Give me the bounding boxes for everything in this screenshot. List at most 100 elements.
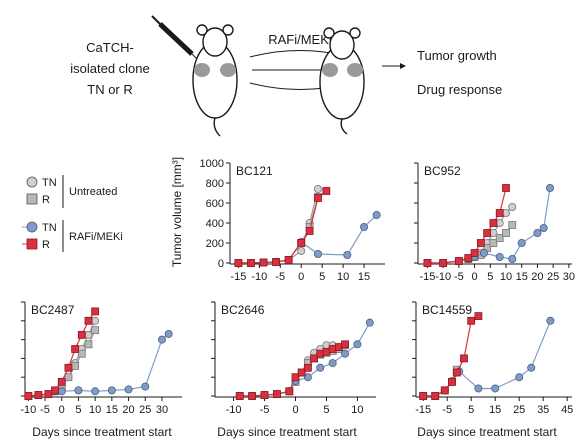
data-point [57,377,66,386]
data-point [527,363,536,372]
data-point [322,187,331,195]
data-point [260,391,269,399]
data-point [353,340,362,349]
x-tick-label: -15 [415,404,431,416]
data-point [316,363,325,372]
data-point [502,184,510,192]
schematic-text-line-1: CaTCH- [86,40,134,55]
data-point [273,390,281,399]
data-point [24,392,33,400]
x-tick-label: 5 [319,271,325,283]
data-point [517,238,526,247]
x-tick-label: 5 [468,404,474,416]
data-point [313,184,322,193]
data-point [141,382,150,391]
data-point [124,385,133,394]
data-point [495,252,504,261]
outcome-arrow [382,63,406,69]
data-point [51,386,59,395]
data-point [419,392,428,400]
x-tick-label: 15 [516,271,528,283]
x-tick-label: 20 [531,271,543,283]
data-point [44,390,53,399]
chart-panel: -15 -10 -5 0 5 10 15 20 25 30 BC952 [414,162,575,283]
x-tick-label: -5 [40,404,50,416]
data-point [314,194,322,202]
chart-panel: -15 -5 5 15 25 35 45 BC14559 [412,301,573,416]
data-point [431,392,440,400]
y-axis-label: Tumor volume [mm³] [170,157,184,267]
y-tick-label: 400 [206,218,224,230]
data-point [341,349,350,358]
data-point [495,209,504,217]
panel-title: BC121 [236,164,273,178]
y-tick-label: 200 [206,238,224,250]
data-point [474,384,483,393]
legend-item-r-treated: R [22,238,50,251]
data-point [508,254,517,263]
data-point [489,239,498,247]
data-point [74,386,83,395]
data-point [77,330,86,339]
x-tick-label: 0 [59,404,65,416]
legend-label-r: R [42,239,50,251]
data-point [234,259,243,267]
data-point [539,223,548,232]
data-point [235,392,244,400]
x-tick-label: 30 [563,271,575,283]
x-tick-label: -5 [275,271,285,283]
data-point [533,228,542,237]
data-point [440,386,449,395]
data-point [71,362,80,370]
outcome-drug-response: Drug response [417,82,502,97]
y-tick-label: 600 [206,198,224,210]
data-point [467,316,476,325]
x-tick-label: 0 [298,271,304,283]
data-point [491,384,500,393]
data-point [297,368,306,377]
data-point [84,316,93,325]
data-point [365,318,374,327]
data-point [502,229,510,237]
x-tick-label: 0 [472,271,478,283]
x-tick-label: -5 [454,271,464,283]
x-tick-label: -15 [230,271,246,283]
x-tick-label: 45 [561,404,573,416]
legend-label-tn: TN [42,222,57,234]
data-point [448,377,456,386]
chart-panel: -10 -5 0 5 10 15 20 25 30 BC2487 [20,301,182,416]
series-line [423,320,551,397]
x-tick-label: -10 [226,404,242,416]
treatment-label: RAFi/MEKi [268,32,332,47]
data-point [247,259,255,267]
x-tick-label: 10 [337,271,349,283]
schematic: CaTCH- isolated clone TN or R RAFi/MEKi [70,15,502,137]
legend-label-r: R [42,194,50,206]
schematic-text-line-2: isolated clone [70,61,150,76]
data-point [248,392,257,400]
legend-item-tn-treated: TN [22,221,57,234]
x-tick-label: 10 [500,271,512,283]
data-point [91,326,100,335]
data-point [303,363,312,372]
data-point [164,329,173,338]
data-point [515,373,524,382]
data-point [297,246,306,255]
data-point [284,256,293,264]
panel-title: BC14559 [422,303,472,317]
x-tick-label: 25 [513,404,525,416]
series-line [427,187,507,264]
data-point [157,335,166,344]
y-tick-label: 800 [206,178,224,190]
data-point [64,363,73,372]
data-point [71,345,80,353]
x-axis-label: Days since treatment start [217,425,357,439]
x-axis-label: Days since treatment start [32,425,172,439]
data-point [489,219,498,227]
chart-panel: -10 -5 0 5 10 BC2646 [211,301,376,416]
data-point [508,202,517,211]
data-point [483,229,492,237]
x-tick-label: 5 [487,271,493,283]
data-point [64,373,73,382]
data-point [305,227,314,235]
